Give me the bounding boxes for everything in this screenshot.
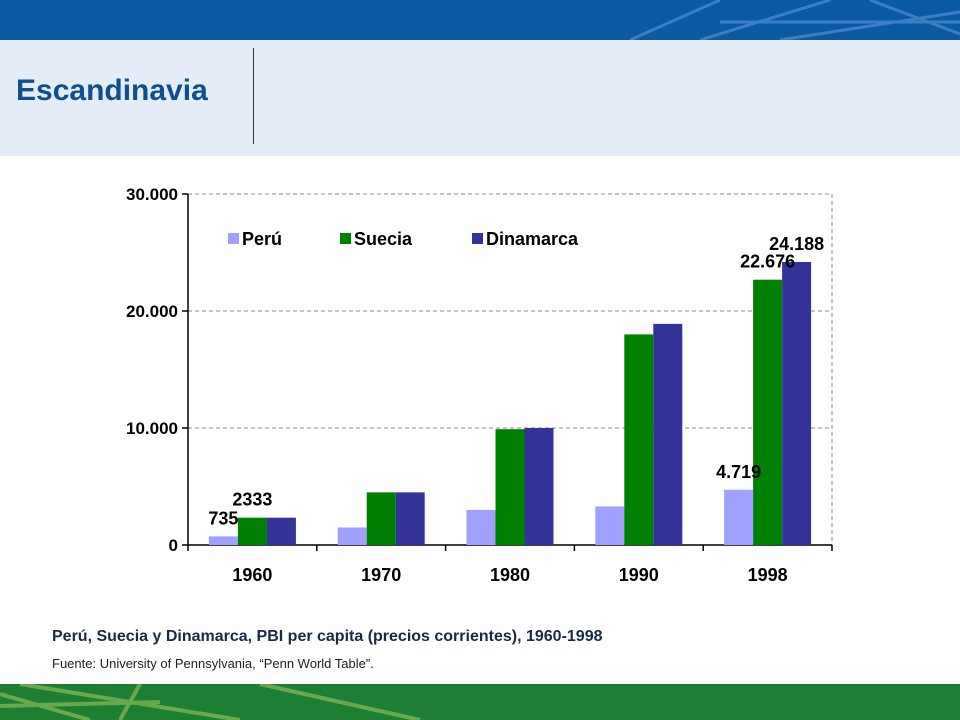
bar-perú-1980 bbox=[466, 509, 496, 545]
y-tick-label: 20.000 bbox=[126, 302, 178, 321]
data-label: 22.676 bbox=[740, 252, 795, 272]
title-band bbox=[0, 40, 960, 156]
bar-suecia-1990 bbox=[624, 334, 654, 545]
x-tick-label: 1998 bbox=[748, 565, 788, 585]
legend-swatch bbox=[340, 233, 351, 244]
x-tick-label: 1980 bbox=[490, 565, 530, 585]
legend-label: Perú bbox=[242, 229, 282, 249]
x-tick-label: 1970 bbox=[361, 565, 401, 585]
bar-dinamarca-1998 bbox=[782, 262, 812, 545]
bar-suecia-1998 bbox=[753, 279, 783, 545]
y-tick-label: 30.000 bbox=[126, 185, 178, 204]
bar-perú-1990 bbox=[595, 506, 625, 545]
legend-label: Suecia bbox=[354, 229, 413, 249]
bar-dinamarca-1960 bbox=[266, 517, 296, 545]
source-note: Fuente: University of Pennsylvania, “Pen… bbox=[52, 656, 374, 671]
legend-swatch bbox=[472, 233, 483, 244]
bottom-decorative-band bbox=[0, 684, 960, 720]
bar-perú-1998 bbox=[724, 489, 754, 545]
bottom-band-lines bbox=[0, 684, 421, 720]
bar-dinamarca-1970 bbox=[395, 492, 425, 545]
data-label: 735 bbox=[208, 508, 238, 528]
y-tick-label: 10.000 bbox=[126, 419, 178, 438]
bar-suecia-1970 bbox=[366, 492, 396, 545]
bar-suecia-1960 bbox=[237, 517, 267, 545]
data-label: 24.188 bbox=[769, 234, 824, 254]
data-label: 4.719 bbox=[716, 462, 761, 482]
bar-suecia-1980 bbox=[495, 429, 525, 545]
top-band-lines bbox=[629, 0, 960, 40]
x-tick-label: 1990 bbox=[619, 565, 659, 585]
data-label: 2333 bbox=[232, 490, 272, 510]
y-tick-label: 0 bbox=[169, 536, 178, 555]
legend-label: Dinamarca bbox=[486, 229, 579, 249]
bar-perú-1970 bbox=[337, 527, 367, 545]
bar-dinamarca-1980 bbox=[524, 428, 554, 545]
title-divider bbox=[253, 48, 254, 144]
bar-perú-1960 bbox=[208, 536, 238, 545]
chart-caption: Perú, Suecia y Dinamarca, PBI per capita… bbox=[52, 628, 603, 645]
bars bbox=[208, 262, 812, 545]
page-title: Escandinavia bbox=[16, 74, 208, 107]
bar-dinamarca-1990 bbox=[653, 323, 683, 545]
top-decorative-band bbox=[0, 0, 960, 40]
legend: Perú Suecia Dinamarca bbox=[228, 229, 579, 249]
legend-swatch bbox=[228, 233, 239, 244]
x-tick-label: 1960 bbox=[232, 565, 272, 585]
grid-lines bbox=[188, 193, 833, 545]
